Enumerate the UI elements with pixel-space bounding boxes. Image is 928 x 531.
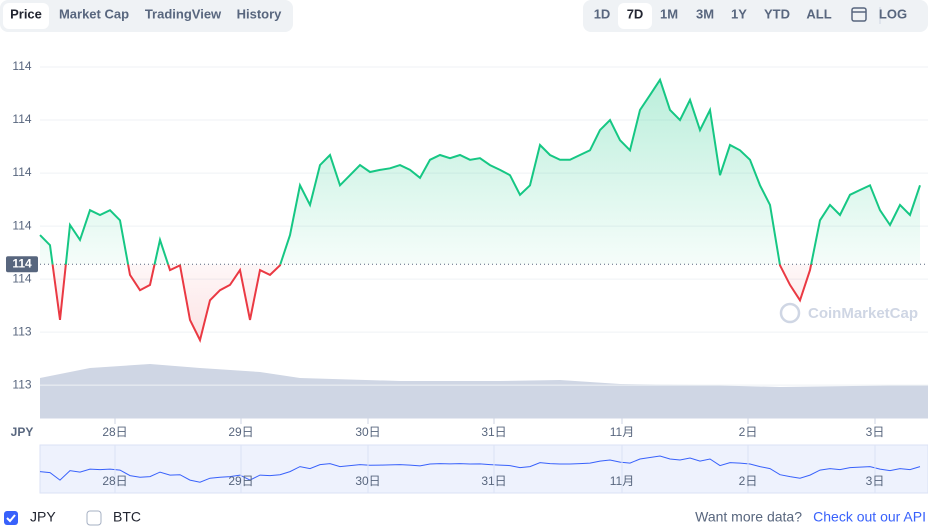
x-tick-label: 28日 (102, 425, 127, 439)
footer-link[interactable]: Check out our API (813, 509, 926, 525)
check (6, 514, 16, 523)
price-area (40, 79, 920, 341)
tab[interactable]: TradingView (145, 6, 222, 21)
legend-item: JPY (30, 509, 56, 525)
y-tick-label: 113 (12, 324, 31, 338)
footer-text: Want more data? (695, 509, 802, 525)
watermark: CoinMarketCap (808, 305, 918, 322)
navigator-tick-label: 2日 (739, 474, 758, 488)
navigator-tick-label: 28日 (102, 474, 127, 488)
navigator-tick-label: 3日 (866, 474, 885, 488)
tab-active[interactable] (3, 3, 49, 29)
range-group (583, 0, 928, 32)
navigator-tick-label: 29日 (228, 474, 253, 488)
x-tick-label: 31日 (481, 425, 506, 439)
navigator[interactable] (39, 444, 928, 494)
y-tick-label: 114 (12, 165, 31, 179)
x-tick-label: 30日 (355, 425, 380, 439)
range-button[interactable]: 1Y (731, 6, 747, 21)
log-button[interactable]: LOG (879, 6, 907, 21)
navigator-line (39, 455, 921, 483)
legend-item: BTC (113, 509, 141, 525)
tab[interactable]: Price (10, 6, 42, 21)
x-tick-label: 29日 (228, 425, 253, 439)
x-tick-label: 11月 (610, 425, 634, 439)
x-axis-label: JPY (11, 425, 34, 439)
y-tick-label: 114 (12, 218, 31, 232)
checkbox-jpy[interactable] (4, 511, 18, 525)
range-button[interactable]: 3M (696, 6, 714, 21)
checkbox-btc[interactable] (86, 510, 102, 526)
range-button[interactable]: ALL (806, 6, 831, 21)
y-tick-label: 114 (12, 59, 31, 73)
range-button[interactable]: YTD (764, 6, 790, 21)
volume-area (40, 364, 928, 418)
y-tick-label: 113 (12, 377, 31, 391)
watermark-logo (779, 302, 801, 324)
tab[interactable]: History (237, 6, 283, 21)
tab[interactable]: Market Cap (59, 6, 129, 21)
baseline-label: 114 (12, 256, 32, 270)
range-button[interactable]: 1M (660, 6, 678, 21)
y-tick-label: 114 (12, 112, 31, 126)
range-active[interactable] (618, 3, 652, 29)
baseline-tag (6, 256, 38, 273)
tab-group (0, 0, 293, 32)
x-tick-label: 3日 (866, 425, 885, 439)
y-tick-label: 114 (12, 271, 31, 285)
navigator-tick-label: 30日 (355, 474, 380, 488)
price-line (39, 77, 921, 343)
navigator-tick-label: 11月 (610, 474, 634, 488)
calendar-icon[interactable] (851, 7, 867, 22)
range-button[interactable]: 1D (594, 6, 611, 21)
range-button[interactable]: 7D (627, 6, 644, 21)
x-tick-label: 2日 (739, 425, 758, 439)
navigator-tick-label: 31日 (481, 474, 506, 488)
